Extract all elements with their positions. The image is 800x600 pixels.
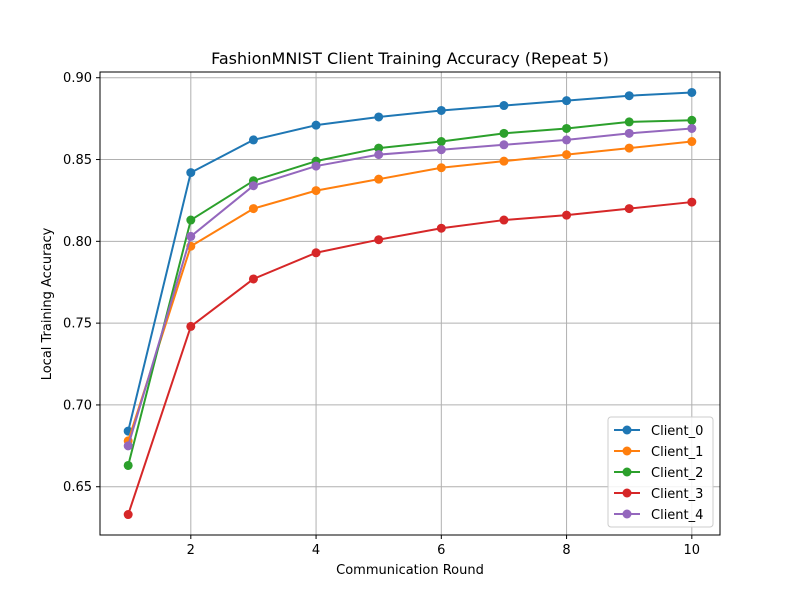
legend-item: Client_2 bbox=[614, 466, 703, 481]
data-point bbox=[248, 181, 258, 191]
plot-frame bbox=[99, 71, 721, 536]
legend-item: Client_3 bbox=[614, 487, 703, 502]
x-tick-label: 8 bbox=[562, 543, 570, 558]
y-tick-label: 0.75 bbox=[63, 317, 92, 332]
data-point bbox=[311, 120, 321, 130]
data-point bbox=[499, 101, 509, 111]
x-axis-label: Communication Round bbox=[336, 563, 484, 578]
data-point bbox=[687, 137, 697, 147]
data-point bbox=[624, 204, 634, 214]
data-point bbox=[562, 210, 572, 220]
legend-swatch-marker bbox=[622, 467, 632, 477]
axis-ticks: 2 4 6 8 10 0.65 0.70 0.75 0.80 0.85 0.90 bbox=[63, 71, 700, 558]
data-point bbox=[248, 274, 258, 284]
data-point bbox=[186, 231, 196, 241]
legend-item: Client_1 bbox=[614, 445, 703, 460]
data-point bbox=[687, 123, 697, 133]
legend-label: Client_4 bbox=[651, 508, 703, 523]
legend-swatch-marker bbox=[622, 425, 632, 435]
series-line bbox=[127, 201, 692, 515]
legend: Client_0 Client_1 Client_2 Client_3 Client_4 bbox=[607, 416, 714, 528]
data-point bbox=[624, 91, 634, 101]
data-point bbox=[374, 143, 384, 153]
data-point bbox=[562, 135, 572, 145]
data-point bbox=[123, 510, 133, 520]
y-tick-label: 0.85 bbox=[63, 153, 92, 168]
data-point bbox=[248, 204, 258, 214]
series-client-3 bbox=[123, 197, 697, 520]
data-point bbox=[562, 123, 572, 133]
legend-item: Client_0 bbox=[614, 424, 703, 439]
data-point bbox=[624, 143, 634, 153]
data-point bbox=[687, 115, 697, 125]
data-point bbox=[436, 137, 446, 147]
y-axis-label: Local Training Accuracy bbox=[40, 227, 55, 380]
data-point bbox=[374, 174, 384, 184]
data-point bbox=[311, 161, 321, 171]
x-tick-label: 2 bbox=[187, 543, 195, 558]
data-point bbox=[123, 441, 133, 451]
data-point bbox=[311, 248, 321, 258]
legend-label: Client_0 bbox=[651, 424, 703, 439]
series-client-4 bbox=[123, 123, 697, 451]
series-line bbox=[127, 127, 692, 447]
data-point bbox=[624, 117, 634, 127]
legend-swatch-marker bbox=[622, 509, 632, 519]
data-point bbox=[436, 163, 446, 173]
legend-label: Client_3 bbox=[651, 487, 703, 502]
data-point bbox=[374, 112, 384, 122]
series-client-0 bbox=[123, 87, 697, 436]
legend-item: Client_4 bbox=[614, 508, 703, 523]
data-point bbox=[562, 96, 572, 106]
series-client-2 bbox=[123, 115, 697, 470]
y-tick-label: 0.80 bbox=[63, 235, 92, 250]
data-point bbox=[436, 145, 446, 155]
data-point bbox=[248, 135, 258, 145]
series-line bbox=[127, 119, 692, 466]
data-point bbox=[186, 168, 196, 178]
y-tick-label: 0.90 bbox=[63, 71, 92, 86]
series-line bbox=[127, 91, 692, 432]
legend-box bbox=[607, 416, 714, 528]
x-tick-label: 4 bbox=[312, 543, 320, 558]
x-tick-label: 6 bbox=[437, 543, 445, 558]
data-point bbox=[123, 460, 133, 470]
data-point bbox=[499, 156, 509, 166]
x-tick-label: 10 bbox=[684, 543, 701, 558]
legend-swatch-marker bbox=[622, 488, 632, 498]
y-tick-label: 0.65 bbox=[63, 480, 92, 495]
data-point bbox=[499, 215, 509, 225]
data-point bbox=[562, 150, 572, 160]
data-point bbox=[499, 128, 509, 138]
series-layer bbox=[123, 87, 697, 520]
data-point bbox=[499, 140, 509, 150]
data-point bbox=[374, 150, 384, 160]
data-point bbox=[624, 128, 634, 138]
data-point bbox=[186, 215, 196, 225]
data-point bbox=[374, 235, 384, 245]
legend-label: Client_1 bbox=[651, 445, 703, 460]
data-point bbox=[436, 223, 446, 233]
y-tick-label: 0.70 bbox=[63, 398, 92, 413]
legend-swatch-marker bbox=[622, 446, 632, 456]
legend-label: Client_2 bbox=[651, 466, 703, 481]
data-point bbox=[186, 321, 196, 331]
data-point bbox=[687, 197, 697, 207]
series-line bbox=[127, 140, 692, 442]
data-point bbox=[311, 186, 321, 196]
data-point bbox=[436, 105, 446, 115]
data-point bbox=[687, 87, 697, 97]
chart-title: FashionMNIST Client Training Accuracy (R… bbox=[211, 49, 609, 68]
